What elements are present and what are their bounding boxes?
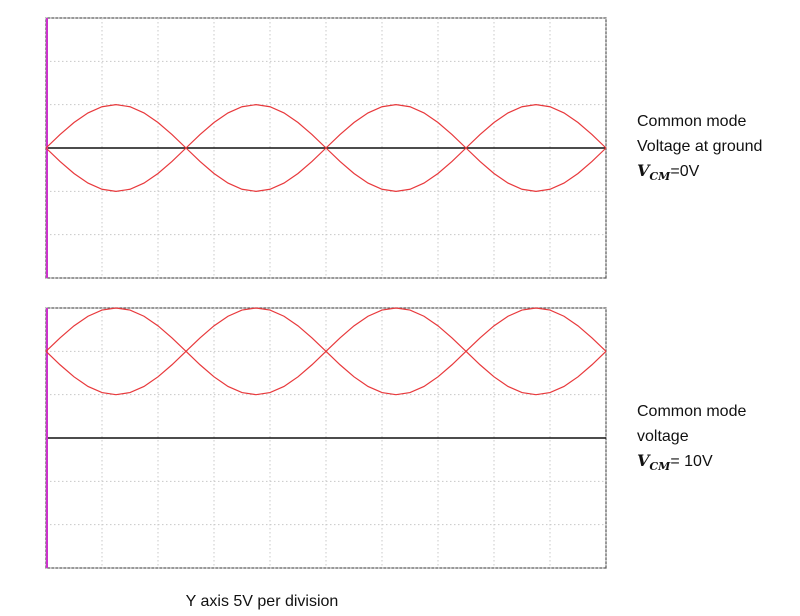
plot: Common mode voltage VCM= 10V [45,307,746,569]
subscript: CM [649,170,671,183]
annotation-line: Common mode [637,403,746,420]
subscript: CM [649,460,671,473]
signal-line [45,307,607,396]
plot: Common mode Voltage at ground VCM=0V [45,17,762,279]
symbol: V [637,161,651,180]
footnote: Y axis 5V per division [186,593,339,610]
annotation-formula: VCM=0V [637,161,700,183]
annotation-text: =0V [670,163,699,180]
signal-line [45,104,607,192]
annotation-line: Voltage at ground [637,138,762,155]
annotation-text: = 10V [670,453,713,470]
annotation-line: voltage [637,428,689,445]
symbol: V [637,451,651,470]
annotation-formula: VCM= 10V [637,451,713,473]
annotation-line: Common mode [637,113,746,130]
